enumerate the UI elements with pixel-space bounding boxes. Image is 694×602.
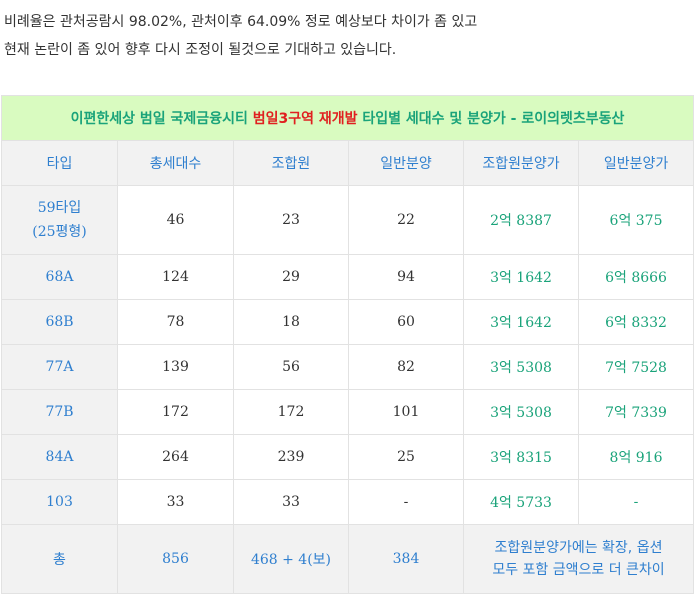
cell-general: 25 — [348, 434, 464, 480]
table-row: 103 33 33 - 4억 5733 - — [1, 479, 694, 525]
table-row: 68A 124 29 94 3억 1642 6억 8666 — [1, 254, 694, 300]
cell-member: 239 — [233, 434, 349, 480]
cell-general-price: 6억 8666 — [577, 254, 694, 300]
header-general-price: 일반분양가 — [577, 140, 694, 186]
table-row: 77A 139 56 82 3억 5308 7억 7528 — [1, 344, 694, 390]
table-title-row: 이편한세상 범일 국제금융시티 범일3구역 재개발 타입별 세대수 및 분양가 … — [0, 95, 694, 141]
cell-member-price: 3억 5308 — [463, 344, 579, 390]
cell-member: 23 — [233, 185, 349, 255]
header-member: 조합원 — [233, 140, 349, 186]
cell-general-price: - — [577, 479, 694, 525]
intro-line-1: 비례율은 관처공람시 98.02%, 관처이후 64.09% 정로 예상보다 차… — [4, 14, 478, 30]
header-member-price: 조합원분양가 — [463, 140, 579, 186]
cell-member: 33 — [233, 479, 349, 525]
cell-total: 139 — [117, 344, 234, 390]
cell-member: 56 — [233, 344, 349, 390]
unit-price-table: 이편한세상 범일 국제금융시티 범일3구역 재개발 타입별 세대수 및 분양가 … — [0, 95, 694, 594]
table-row: 59타입 (25평형) 46 23 22 2억 8387 6억 375 — [1, 185, 694, 255]
cell-general: 101 — [348, 389, 464, 435]
intro-line-2: 현재 논란이 좀 있어 향후 다시 조정이 될것으로 기대하고 있습니다. — [4, 42, 397, 58]
cell-total: 124 — [117, 254, 234, 300]
cell-type: 77A — [1, 344, 118, 390]
cell-total: 78 — [117, 299, 234, 345]
intro-text: 비례율은 관처공람시 98.02%, 관처이후 64.09% 정로 예상보다 차… — [4, 8, 690, 64]
header-total: 총세대수 — [117, 140, 234, 186]
cell-general: 94 — [348, 254, 464, 300]
cell-member: 29 — [233, 254, 349, 300]
cell-general-price: 8억 916 — [577, 434, 694, 480]
total-member: 468 + 4(보) — [233, 524, 349, 594]
title-part-2: 타입별 세대수 및 분양가 - 로이의렛츠부동산 — [357, 111, 625, 127]
cell-type: 103 — [1, 479, 118, 525]
cell-general: 60 — [348, 299, 464, 345]
cell-type: 68B — [1, 299, 118, 345]
cell-type: 68A — [1, 254, 118, 300]
title-highlight: 범일3구역 재개발 — [252, 111, 358, 127]
type-label: 59타입 — [37, 200, 82, 216]
table-row: 77B 172 172 101 3억 5308 7억 7339 — [1, 389, 694, 435]
table-header-row: 타입 총세대수 조합원 일반분양 조합원분양가 일반분양가 — [1, 140, 694, 186]
cell-member-price: 3억 8315 — [463, 434, 579, 480]
cell-general-price: 6억 8332 — [577, 299, 694, 345]
cell-member-price: 3억 1642 — [463, 254, 579, 300]
cell-member-price: 2억 8387 — [463, 185, 579, 255]
cell-member-price: 4억 5733 — [463, 479, 579, 525]
cell-member-price: 3억 5308 — [463, 389, 579, 435]
cell-total: 172 — [117, 389, 234, 435]
table-row: 68B 78 18 60 3억 1642 6억 8332 — [1, 299, 694, 345]
cell-general-price: 7억 7339 — [577, 389, 694, 435]
cell-general: - — [348, 479, 464, 525]
header-general: 일반분양 — [348, 140, 464, 186]
cell-general: 82 — [348, 344, 464, 390]
note-line-1: 조합원분양가에는 확장, 옵션 — [494, 540, 663, 556]
total-units: 856 — [117, 524, 234, 594]
cell-member: 18 — [233, 299, 349, 345]
total-row: 총 856 468 + 4(보) 384 조합원분양가에는 확장, 옵션 모두 … — [1, 524, 694, 594]
total-general: 384 — [348, 524, 464, 594]
title-part-1: 이편한세상 범일 국제금융시티 — [70, 111, 253, 127]
cell-type: 59타입 (25평형) — [1, 185, 118, 255]
cell-general-price: 7억 7528 — [577, 344, 694, 390]
cell-member-price: 3억 1642 — [463, 299, 579, 345]
cell-general: 22 — [348, 185, 464, 255]
price-note: 조합원분양가에는 확장, 옵션 모두 포함 금액으로 더 큰차이 — [462, 524, 694, 594]
cell-total: 264 — [117, 434, 234, 480]
header-type: 타입 — [1, 140, 118, 186]
note-line-2: 모두 포함 금액으로 더 큰차이 — [492, 562, 665, 578]
total-label: 총 — [1, 524, 118, 594]
cell-member: 172 — [233, 389, 349, 435]
cell-type: 77B — [1, 389, 118, 435]
cell-type: 84A — [1, 434, 118, 480]
table-row: 84A 264 239 25 3억 8315 8억 916 — [1, 434, 694, 480]
cell-total: 33 — [117, 479, 234, 525]
table-title: 이편한세상 범일 국제금융시티 범일3구역 재개발 타입별 세대수 및 분양가 … — [0, 95, 694, 141]
cell-general-price: 6억 375 — [577, 185, 694, 255]
type-sub-label: (25평형) — [32, 224, 87, 240]
cell-total: 46 — [117, 185, 234, 255]
